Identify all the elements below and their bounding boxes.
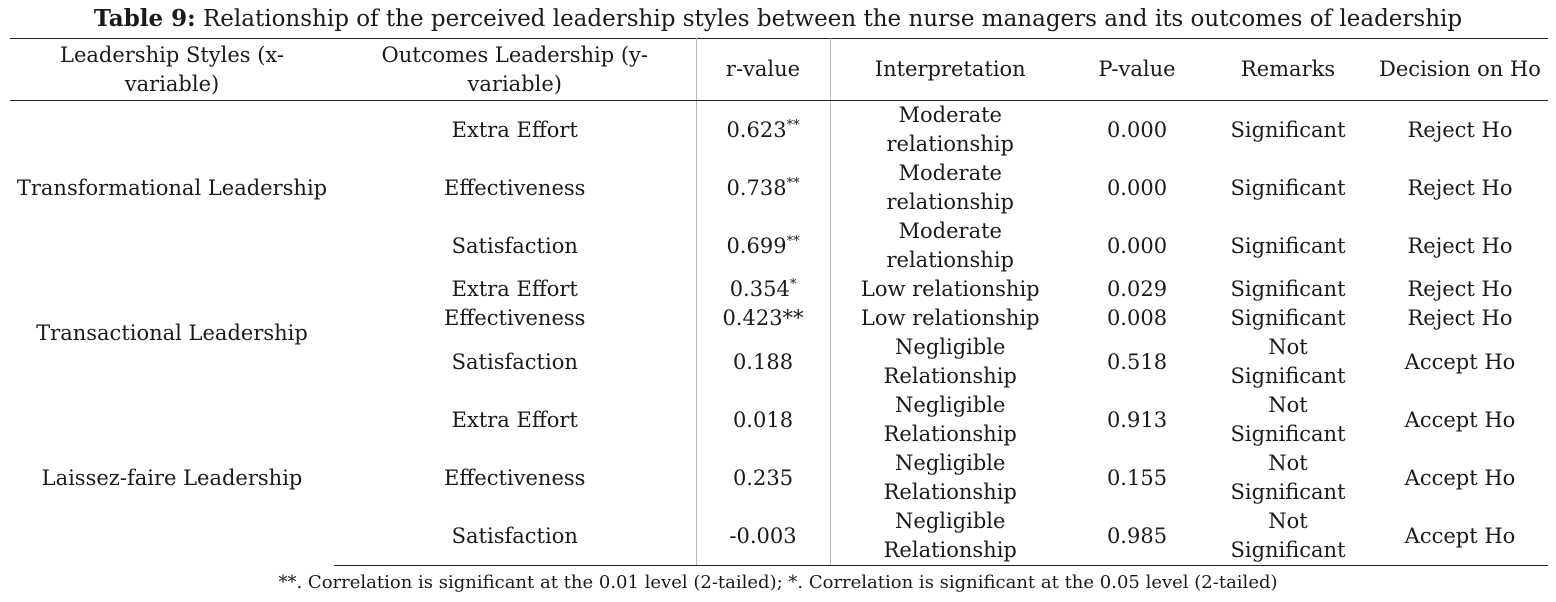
remarks-cell: Significant [1230,306,1346,330]
leadership-style-cell: Transactional Leadership [36,320,308,345]
table-row: Effectiveness 0.738** Moderate relationshi… [10,159,1548,217]
table-row: Satisfaction -0.003 Negligible Relationshi… [10,507,1548,566]
interpretation-cell: Negligible Relationship [883,451,1017,504]
header-row: Leadership Styles (x-variable) Outcomes … [10,38,1548,101]
header-remarks: Remarks [1204,38,1372,101]
remarks-cell: Not Significant [1230,393,1346,446]
outcome-cell: Effectiveness [334,304,697,333]
p-value-cell: 0.008 [1106,306,1168,330]
outcome-cell: Extra Effort [334,391,697,449]
decision-cell: Reject Ho [1407,306,1513,330]
r-value-cell: 0.354* [696,275,831,304]
r-value-cell: 0.188 [696,333,831,391]
outcome-cell: Effectiveness [334,159,697,217]
interpretation-cell: Negligible Relationship [830,507,1070,566]
r-value-cell: -0.003 [696,507,831,566]
remarks-cell: Significant [1230,277,1346,301]
decision-cell: Reject Ho [1407,233,1513,258]
table-caption: Relationship of the perceived leadership… [202,6,1463,32]
r-value-number: 0.188 [732,349,794,374]
table-row: Satisfaction 0.188 Negligible Relationship… [10,333,1548,391]
r-value-cell: 0.018 [696,391,831,449]
p-value-cell: 0.000 [1106,175,1168,200]
table-row: Transactional Leadership Extra Effort 0.35… [10,275,1548,345]
remarks-cell: Significant [1230,117,1346,142]
header-interpretation: Interpretation [830,38,1070,101]
remarks-cell: Not Significant [1230,451,1346,504]
r-value-cell: 0.623** [696,100,831,159]
p-value-cell: 0.000 [1106,117,1168,142]
r-value-number: 0.235 [732,465,794,490]
table-row: Satisfaction 0.699** Moderate relationship… [10,217,1548,275]
outcome-cell: Satisfaction [334,507,697,566]
r-value-number: 0.738 [726,175,787,200]
r-value-number: 0.354 [729,277,790,301]
table-row: Laissez-faire Leadership Extra Effort 0.01… [10,391,1548,490]
outcome-cell: Extra Effort [334,100,697,159]
significance-marker: ** [786,233,800,249]
significance-marker: * [789,277,797,292]
decision-cell: Accept Ho [1404,465,1516,490]
outcome-cell: Effectiveness [334,449,697,507]
r-value-cell: 0.699** [696,217,831,275]
header-outcome: Outcomes Leadership (y-variable) [334,38,697,101]
decision-cell: Accept Ho [1372,507,1548,566]
p-value-cell: 0.518 [1106,349,1168,374]
interpretation-cell: Low relationship [860,306,1040,330]
r-value-number: 0.018 [732,407,794,432]
header-r-value: r-value [696,38,831,101]
leadership-style-cell: Transformational Leadership [16,175,328,200]
decision-cell: Accept Ho [1404,407,1516,432]
interpretation-cell: Negligible Relationship [883,335,1017,388]
significance-marker: ** [786,117,800,133]
p-value-cell: 0.155 [1106,465,1168,490]
remarks-cell: Significant [1230,175,1346,200]
interpretation-cell: Moderate relationship [886,219,1015,272]
p-value-cell: 0.029 [1106,277,1168,301]
table-title: Table 9: Relationship of the perceived l… [0,4,1556,34]
decision-cell: Reject Ho [1407,277,1513,301]
leadership-style-cell: Laissez-faire Leadership [41,465,303,490]
remarks-cell: Significant [1230,233,1346,258]
r-value-number: 0.623 [726,117,787,142]
decision-cell: Reject Ho [1407,117,1513,142]
outcome-cell: Satisfaction [334,333,697,391]
p-value-cell: 0.913 [1106,407,1168,432]
interpretation-cell: Moderate relationship [886,161,1015,214]
r-value-cell: 0.235 [696,449,831,507]
r-value-number: 0.699 [726,233,787,258]
header-decision: Decision on Ho [1372,38,1548,101]
header-p-value: P-value [1070,38,1204,101]
table-footnote: **. Correlation is significant at the 0.… [278,572,1278,593]
significance-marker: ** [786,175,800,191]
remarks-cell: Not Significant [1230,335,1346,388]
results-table: Leadership Styles (x-variable) Outcomes … [10,38,1548,566]
table-row: Effectiveness 0.235 Negligible Relationshi… [10,449,1548,507]
header-leadership-style: Leadership Styles (x-variable) [10,38,334,101]
remarks-cell: Not Significant [1204,507,1372,566]
r-value-number: 0.423** [722,306,804,330]
table-label: Table 9: [93,5,196,32]
interpretation-cell: Low relationship [860,277,1040,301]
interpretation-cell: Moderate relationship [886,103,1015,156]
table-row: Effectiveness 0.423** Low relationship 0.00… [10,304,1548,333]
outcome-cell: Satisfaction [334,217,697,275]
decision-cell: Accept Ho [1404,349,1516,374]
r-value-cell: 0.423** [696,304,831,333]
r-value-number: -0.003 [729,523,797,548]
table-row: Transformational Leadership Extra Effort 0… [10,100,1548,200]
p-value-cell: 0.985 [1070,507,1204,566]
interpretation-cell: Negligible Relationship [883,393,1017,446]
decision-cell: Reject Ho [1407,175,1513,200]
outcome-cell: Extra Effort [334,275,697,304]
r-value-cell: 0.738** [696,159,831,217]
p-value-cell: 0.000 [1106,233,1168,258]
